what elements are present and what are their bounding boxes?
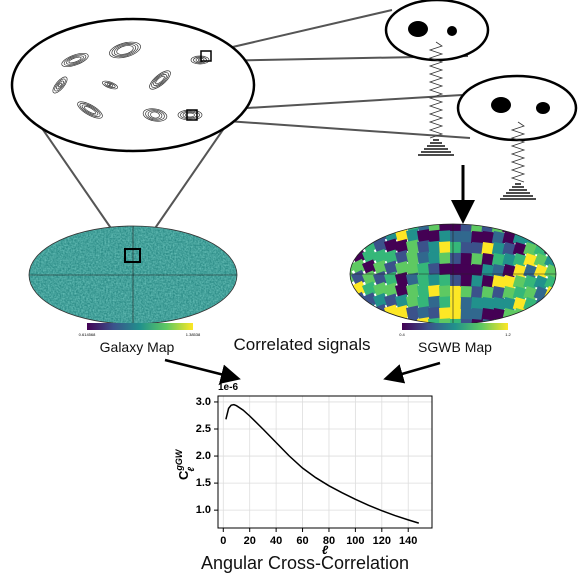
binary-1 xyxy=(386,0,488,60)
label: Galaxy Map xyxy=(100,339,175,355)
y-label-part: ℓ xyxy=(186,467,196,472)
sgwb-pixel xyxy=(450,297,462,309)
sgwb-pixel xyxy=(439,219,452,232)
sgwb-pixel xyxy=(340,313,356,329)
sgwb-pixel xyxy=(439,296,452,309)
y-tick-label: 2.5 xyxy=(196,423,211,435)
sgwb-pixel xyxy=(395,217,410,232)
sgwb-pixel xyxy=(555,264,571,280)
sgwb-pixel xyxy=(523,319,538,334)
sgwb-pixel xyxy=(362,215,378,231)
y-tick-label: 1.5 xyxy=(196,477,211,489)
sgwb-pixel xyxy=(340,225,356,241)
sgwb-pixel xyxy=(351,215,367,231)
sgwb-pixel xyxy=(534,220,550,236)
x-tick-label: 100 xyxy=(346,535,364,547)
figure: 0.614568 1.38538 0.4 1.2 Galaxy Map Corr… xyxy=(0,0,578,576)
x-tick-label: 40 xyxy=(270,535,282,547)
sgwb-pixel xyxy=(384,216,399,231)
x-tick-label: 120 xyxy=(373,535,391,547)
x-tick-label: 60 xyxy=(296,535,308,547)
y-tick-label: 1.0 xyxy=(196,504,211,516)
sgwb-pixel xyxy=(439,274,452,287)
sgwb-pixel xyxy=(544,242,560,258)
sgwb-pixel xyxy=(450,286,462,298)
sgwb-pixel xyxy=(534,319,550,335)
x-axis-label: ℓ xyxy=(322,543,329,557)
sgwb-pixel xyxy=(384,315,399,330)
binary-2 xyxy=(458,76,576,140)
sgwb-pixel xyxy=(373,216,388,231)
sgwb-pixel xyxy=(439,252,452,265)
sgwb-pixel xyxy=(544,319,560,335)
sgwb-pixel xyxy=(544,220,560,236)
sgwb-pixel xyxy=(555,286,571,302)
y-tick-label: 2.0 xyxy=(196,450,211,462)
sgwb-pixel xyxy=(544,308,560,324)
label: SGWB Map xyxy=(418,339,492,355)
sgwb-map xyxy=(340,214,571,335)
y-label-part: gGW xyxy=(174,448,184,471)
colorbar-label: 1.38538 xyxy=(186,332,201,337)
sgwb-pixel xyxy=(450,253,462,265)
colorbar-label: 0.4 xyxy=(399,332,405,337)
sgwb-pixel xyxy=(362,303,378,319)
colorbar xyxy=(87,323,193,330)
sgwb-pixel xyxy=(544,231,560,247)
sgwb-pixel xyxy=(555,253,571,269)
chart: 1.01.52.02.53.00204060801001201401e-6ℓCg… xyxy=(174,382,432,557)
sgwb-pixel xyxy=(340,214,356,230)
colorbar-label: 0.614568 xyxy=(79,332,96,337)
x-tick-label: 140 xyxy=(399,535,417,547)
sgwb-pixel xyxy=(534,308,550,324)
sgwb-pixel xyxy=(450,220,462,232)
sgwb-pixel xyxy=(523,308,538,323)
arrow xyxy=(388,363,440,378)
sgwb-pixel xyxy=(439,241,452,254)
sgwb-pixel xyxy=(555,220,571,236)
sgwb-pixel xyxy=(351,314,367,330)
offset-label: 1e-6 xyxy=(218,382,238,393)
x-tick-label: 0 xyxy=(220,535,226,547)
sgwb-pixel xyxy=(513,220,528,235)
sgwb-pixel xyxy=(555,297,571,313)
sgwb-pixel xyxy=(351,237,367,253)
sgwb-pixel xyxy=(362,226,378,242)
caption: Angular Cross-Correlation xyxy=(201,553,409,573)
galaxy-zoom xyxy=(12,19,254,151)
sgwb-pixel xyxy=(450,275,462,287)
sgwb-pixel xyxy=(523,220,538,235)
sgwb-pixel xyxy=(439,307,452,320)
x-tick-label: 20 xyxy=(244,535,256,547)
sgwb-pixel xyxy=(513,308,528,323)
sgwb-pixel xyxy=(340,302,356,318)
sgwb-pixel xyxy=(555,231,571,247)
sgwb-pixel xyxy=(450,242,462,254)
sgwb-pixel xyxy=(362,314,378,330)
sgwb-pixel xyxy=(340,291,356,307)
sgwb-pixel xyxy=(439,285,452,298)
sgwb-pixel xyxy=(555,319,571,335)
sgwb-pixel xyxy=(555,275,571,291)
sgwb-pixel xyxy=(351,303,367,319)
arrow xyxy=(165,360,236,378)
sgwb-pixel xyxy=(439,230,452,243)
sgwb-pixel xyxy=(450,308,462,320)
sgwb-pixel xyxy=(513,319,528,334)
sgwb-pixel xyxy=(555,308,571,324)
colorbar xyxy=(402,323,508,330)
data-line xyxy=(226,405,419,523)
sgwb-pixel xyxy=(544,297,560,313)
sgwb-pixel xyxy=(450,231,462,243)
sgwb-pixel xyxy=(340,280,356,296)
colorbar-label: 1.2 xyxy=(505,332,511,337)
label: Correlated signals xyxy=(233,335,370,354)
sgwb-pixel xyxy=(351,226,367,242)
y-tick-label: 3.0 xyxy=(196,396,211,408)
sgwb-pixel xyxy=(373,315,388,330)
sgwb-pixel xyxy=(555,242,571,258)
sgwb-pixel xyxy=(340,236,356,252)
